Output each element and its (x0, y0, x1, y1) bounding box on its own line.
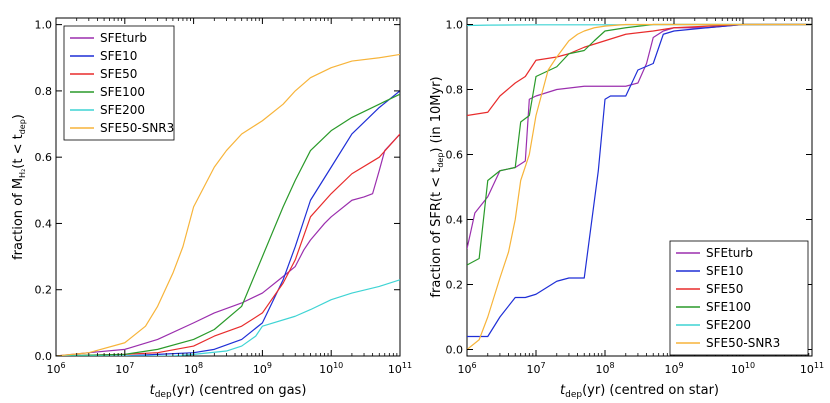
legend-label: SFE100 (100, 85, 145, 99)
legend-label: SFE10 (706, 264, 743, 278)
legend-label: SFEturb (100, 31, 147, 45)
y-tick-label: 0.4 (446, 214, 464, 227)
series-line-sfe10 (467, 23, 812, 338)
legend-box (669, 240, 809, 356)
x-tick-label: 107 (526, 361, 545, 376)
y-tick-label: 0.6 (35, 151, 53, 164)
legend-label: SFE10 (100, 49, 137, 63)
series-line-sfe50-snr3 (56, 53, 400, 356)
y-tick-label: 0.2 (446, 279, 464, 292)
x-tick-label: 1011 (388, 361, 412, 376)
y-tick-label: 0.0 (35, 350, 53, 363)
series-line-sfeturb (56, 133, 400, 356)
y-tick-label: 0.2 (35, 284, 53, 297)
x-tick-label: 1010 (319, 361, 343, 376)
y-tick-label: 0.6 (446, 149, 464, 162)
x-tick-label: 109 (253, 361, 272, 376)
legend-label: SFEturb (706, 246, 753, 260)
x-axis-label: tdep(yr) (centred on star) (560, 383, 719, 400)
series-line-sfe100 (56, 93, 400, 356)
series-line-sfe50 (467, 23, 812, 117)
series-line-sfe50 (56, 133, 400, 356)
y-axis-label: fraction of MH₂(t < tdep) (11, 114, 27, 260)
legend-label: SFE50 (100, 67, 137, 81)
legend-label: SFE200 (100, 103, 145, 117)
y-tick-label: 1.0 (446, 19, 464, 32)
series-line-sfe10 (56, 90, 400, 356)
series-line-sfe100 (467, 23, 812, 266)
y-tick-label: 0.4 (35, 217, 53, 230)
legend-label: SFE50-SNR3 (100, 121, 174, 135)
legend-box (63, 25, 175, 141)
x-axis-label: tdep(yr) (centred on gas) (150, 383, 307, 400)
y-tick-label: 0.8 (446, 84, 464, 97)
y-tick-label: 0.8 (35, 85, 53, 98)
x-tick-label: 108 (184, 361, 203, 376)
plot-frame (466, 17, 813, 357)
y-tick-label: 0.0 (446, 344, 464, 357)
legend-label: SFE200 (706, 318, 751, 332)
legend: SFEturb SFE10 SFE50 SFE100 SFE200 SFE50-SNR3 (669, 240, 809, 356)
legend-label: SFE50 (706, 282, 743, 296)
x-tick-label: 109 (664, 361, 683, 376)
x-tick-label: 108 (595, 361, 614, 376)
y-tick-label: 1.0 (35, 19, 53, 32)
x-tick-label: 1010 (731, 361, 755, 376)
y-axis-label: fraction of SFR(t < tdep) (in 10Myr) (429, 76, 445, 297)
x-tick-label: 106 (46, 361, 65, 376)
legend-label: SFE100 (706, 300, 751, 314)
chart-panel-2: 106 107 108 109 1010 1011 0.0 0.2 0.4 0.6 0.8 1.0 td… (429, 17, 824, 400)
x-tick-label: 1011 (800, 361, 824, 376)
legend-label: SFE50-SNR3 (706, 336, 780, 350)
x-tick-label: 107 (115, 361, 134, 376)
x-tick-label: 106 (457, 361, 476, 376)
series-line-sfe50-snr3 (467, 23, 812, 350)
series-group (467, 23, 812, 350)
chart-panel-1: 106 107 108 109 1010 1011 0.0 0.2 0.4 0.6 0.8 1.0 td… (11, 17, 412, 400)
plot-frame (55, 17, 401, 357)
legend: SFEturb SFE10 SFE50 SFE100 SFE200 SFE50-SNR3 (63, 25, 175, 141)
